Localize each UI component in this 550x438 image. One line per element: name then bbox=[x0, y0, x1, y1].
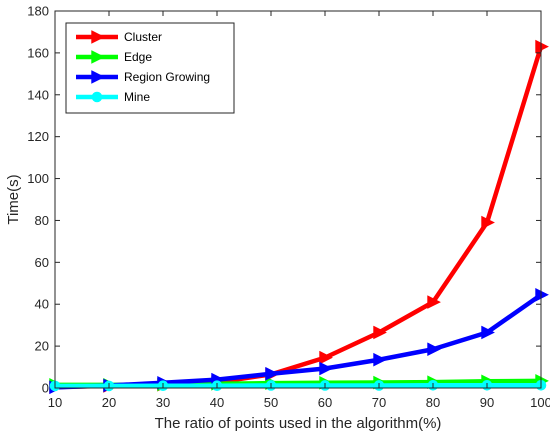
x-tick-label: 50 bbox=[264, 395, 278, 410]
legend-marker-mine bbox=[91, 91, 103, 103]
y-axis-label: Time(s) bbox=[5, 174, 22, 224]
legend-marker-cluster bbox=[91, 30, 105, 44]
y-tick-label: 120 bbox=[27, 129, 49, 144]
y-tick-label: 180 bbox=[27, 4, 49, 19]
y-tick-label: 160 bbox=[27, 45, 49, 60]
data-point-region-growing bbox=[427, 342, 441, 357]
legend-entry-edge: Edge bbox=[76, 50, 152, 64]
data-point-cluster bbox=[319, 350, 333, 365]
data-point-region-growing bbox=[481, 325, 495, 340]
series-line-mine bbox=[55, 383, 541, 389]
y-tick-label: 140 bbox=[27, 87, 49, 102]
x-axis-label: The ratio of points used in the algorith… bbox=[155, 415, 442, 432]
x-axis-ticks: 10 20 30 40 50 60 70 80 90 100 bbox=[48, 11, 550, 410]
y-tick-label: 40 bbox=[35, 297, 49, 312]
data-point-region-growing bbox=[319, 361, 333, 376]
legend-marker-region-growing bbox=[91, 70, 105, 84]
data-point-cluster bbox=[535, 39, 549, 54]
legend-entry-cluster: Cluster bbox=[76, 30, 162, 44]
x-tick-label: 40 bbox=[210, 395, 224, 410]
x-tick-label: 60 bbox=[318, 395, 332, 410]
legend-entry-mine: Mine bbox=[76, 90, 150, 104]
legend-label-cluster: Cluster bbox=[124, 30, 162, 44]
legend-entry-region-growing: Region Growing bbox=[76, 70, 210, 84]
legend-label-mine: Mine bbox=[124, 90, 150, 104]
y-tick-label: 20 bbox=[35, 339, 49, 354]
data-point-region-growing bbox=[265, 366, 279, 381]
x-tick-label: 100 bbox=[530, 395, 550, 410]
data-point-cluster bbox=[427, 295, 441, 309]
x-tick-label: 80 bbox=[426, 395, 440, 410]
y-axis-ticks: 0 20 40 60 80 100 120 140 160 180 bbox=[27, 4, 541, 396]
y-tick-label: 100 bbox=[27, 171, 49, 186]
y-tick-label: 60 bbox=[35, 255, 49, 270]
legend: Cluster Edge Region Growing Mine bbox=[65, 22, 235, 114]
x-tick-label: 20 bbox=[102, 395, 116, 410]
data-point-region-growing bbox=[535, 287, 549, 302]
legend-label-edge: Edge bbox=[124, 50, 152, 64]
y-tick-label: 0 bbox=[42, 381, 49, 396]
legend-label-region-growing: Region Growing bbox=[124, 70, 210, 84]
y-tick-label: 80 bbox=[35, 213, 49, 228]
data-point-cluster bbox=[481, 215, 495, 230]
data-point-region-growing bbox=[373, 352, 387, 367]
legend-marker-edge bbox=[91, 50, 105, 64]
x-tick-label: 70 bbox=[372, 395, 386, 410]
x-tick-label: 90 bbox=[480, 395, 494, 410]
plot-frame bbox=[54, 10, 542, 389]
x-tick-label: 10 bbox=[48, 395, 62, 410]
data-point-cluster bbox=[373, 325, 387, 340]
x-tick-label: 30 bbox=[156, 395, 170, 410]
